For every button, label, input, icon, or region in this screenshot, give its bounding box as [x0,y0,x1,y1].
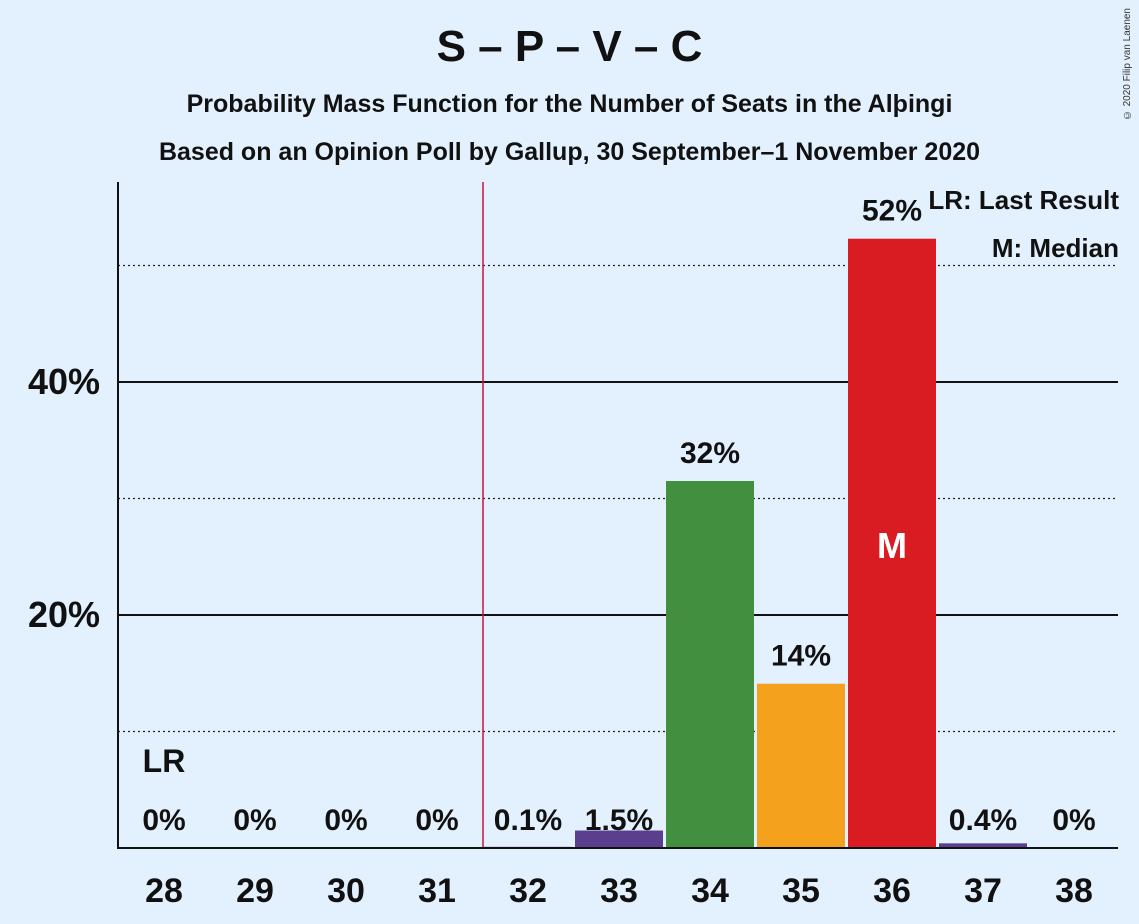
chart-subtitle: Probability Mass Function for the Number… [186,90,953,118]
x-tick-label-36: 36 [873,872,911,910]
value-label-32: 0.1% [494,804,562,837]
bar-34 [666,481,754,848]
value-label-30: 0% [324,804,367,837]
bar-35 [757,683,845,848]
last-result-marker: LR [143,743,186,779]
x-tick-label-33: 33 [600,872,638,910]
x-tick-label-28: 28 [145,872,183,910]
value-label-29: 0% [233,804,276,837]
x-tick-label-38: 38 [1055,872,1093,910]
x-tick-label-29: 29 [236,872,274,910]
value-label-38: 0% [1052,804,1095,837]
x-tick-label-35: 35 [782,872,820,910]
value-label-35: 14% [771,640,831,673]
legend-median: M: Median [991,233,1119,263]
value-label-28: 0% [142,804,185,837]
y-tick-label: 20% [28,594,100,635]
x-tick-label-32: 32 [509,872,547,910]
value-label-33: 1.5% [585,804,653,837]
y-tick-label: 40% [28,361,100,402]
bar-33 [575,830,663,848]
x-tick-label-31: 31 [418,872,456,910]
value-label-31: 0% [415,804,458,837]
value-label-34: 32% [680,437,740,470]
x-tick-label-30: 30 [327,872,365,910]
median-marker: M [877,525,907,566]
value-label-37: 0.4% [949,804,1017,837]
legend-last-result: LR: Last Result [928,185,1119,215]
chart-subtitle-poll: Based on an Opinion Poll by Gallup, 30 S… [158,138,981,166]
x-tick-label-34: 34 [691,872,729,910]
x-tick-label-37: 37 [964,872,1002,910]
bar-37 [939,843,1027,848]
value-label-36: 52% [862,195,922,228]
chart-title: S – P – V – C [436,22,703,71]
bar-36 [848,238,936,848]
